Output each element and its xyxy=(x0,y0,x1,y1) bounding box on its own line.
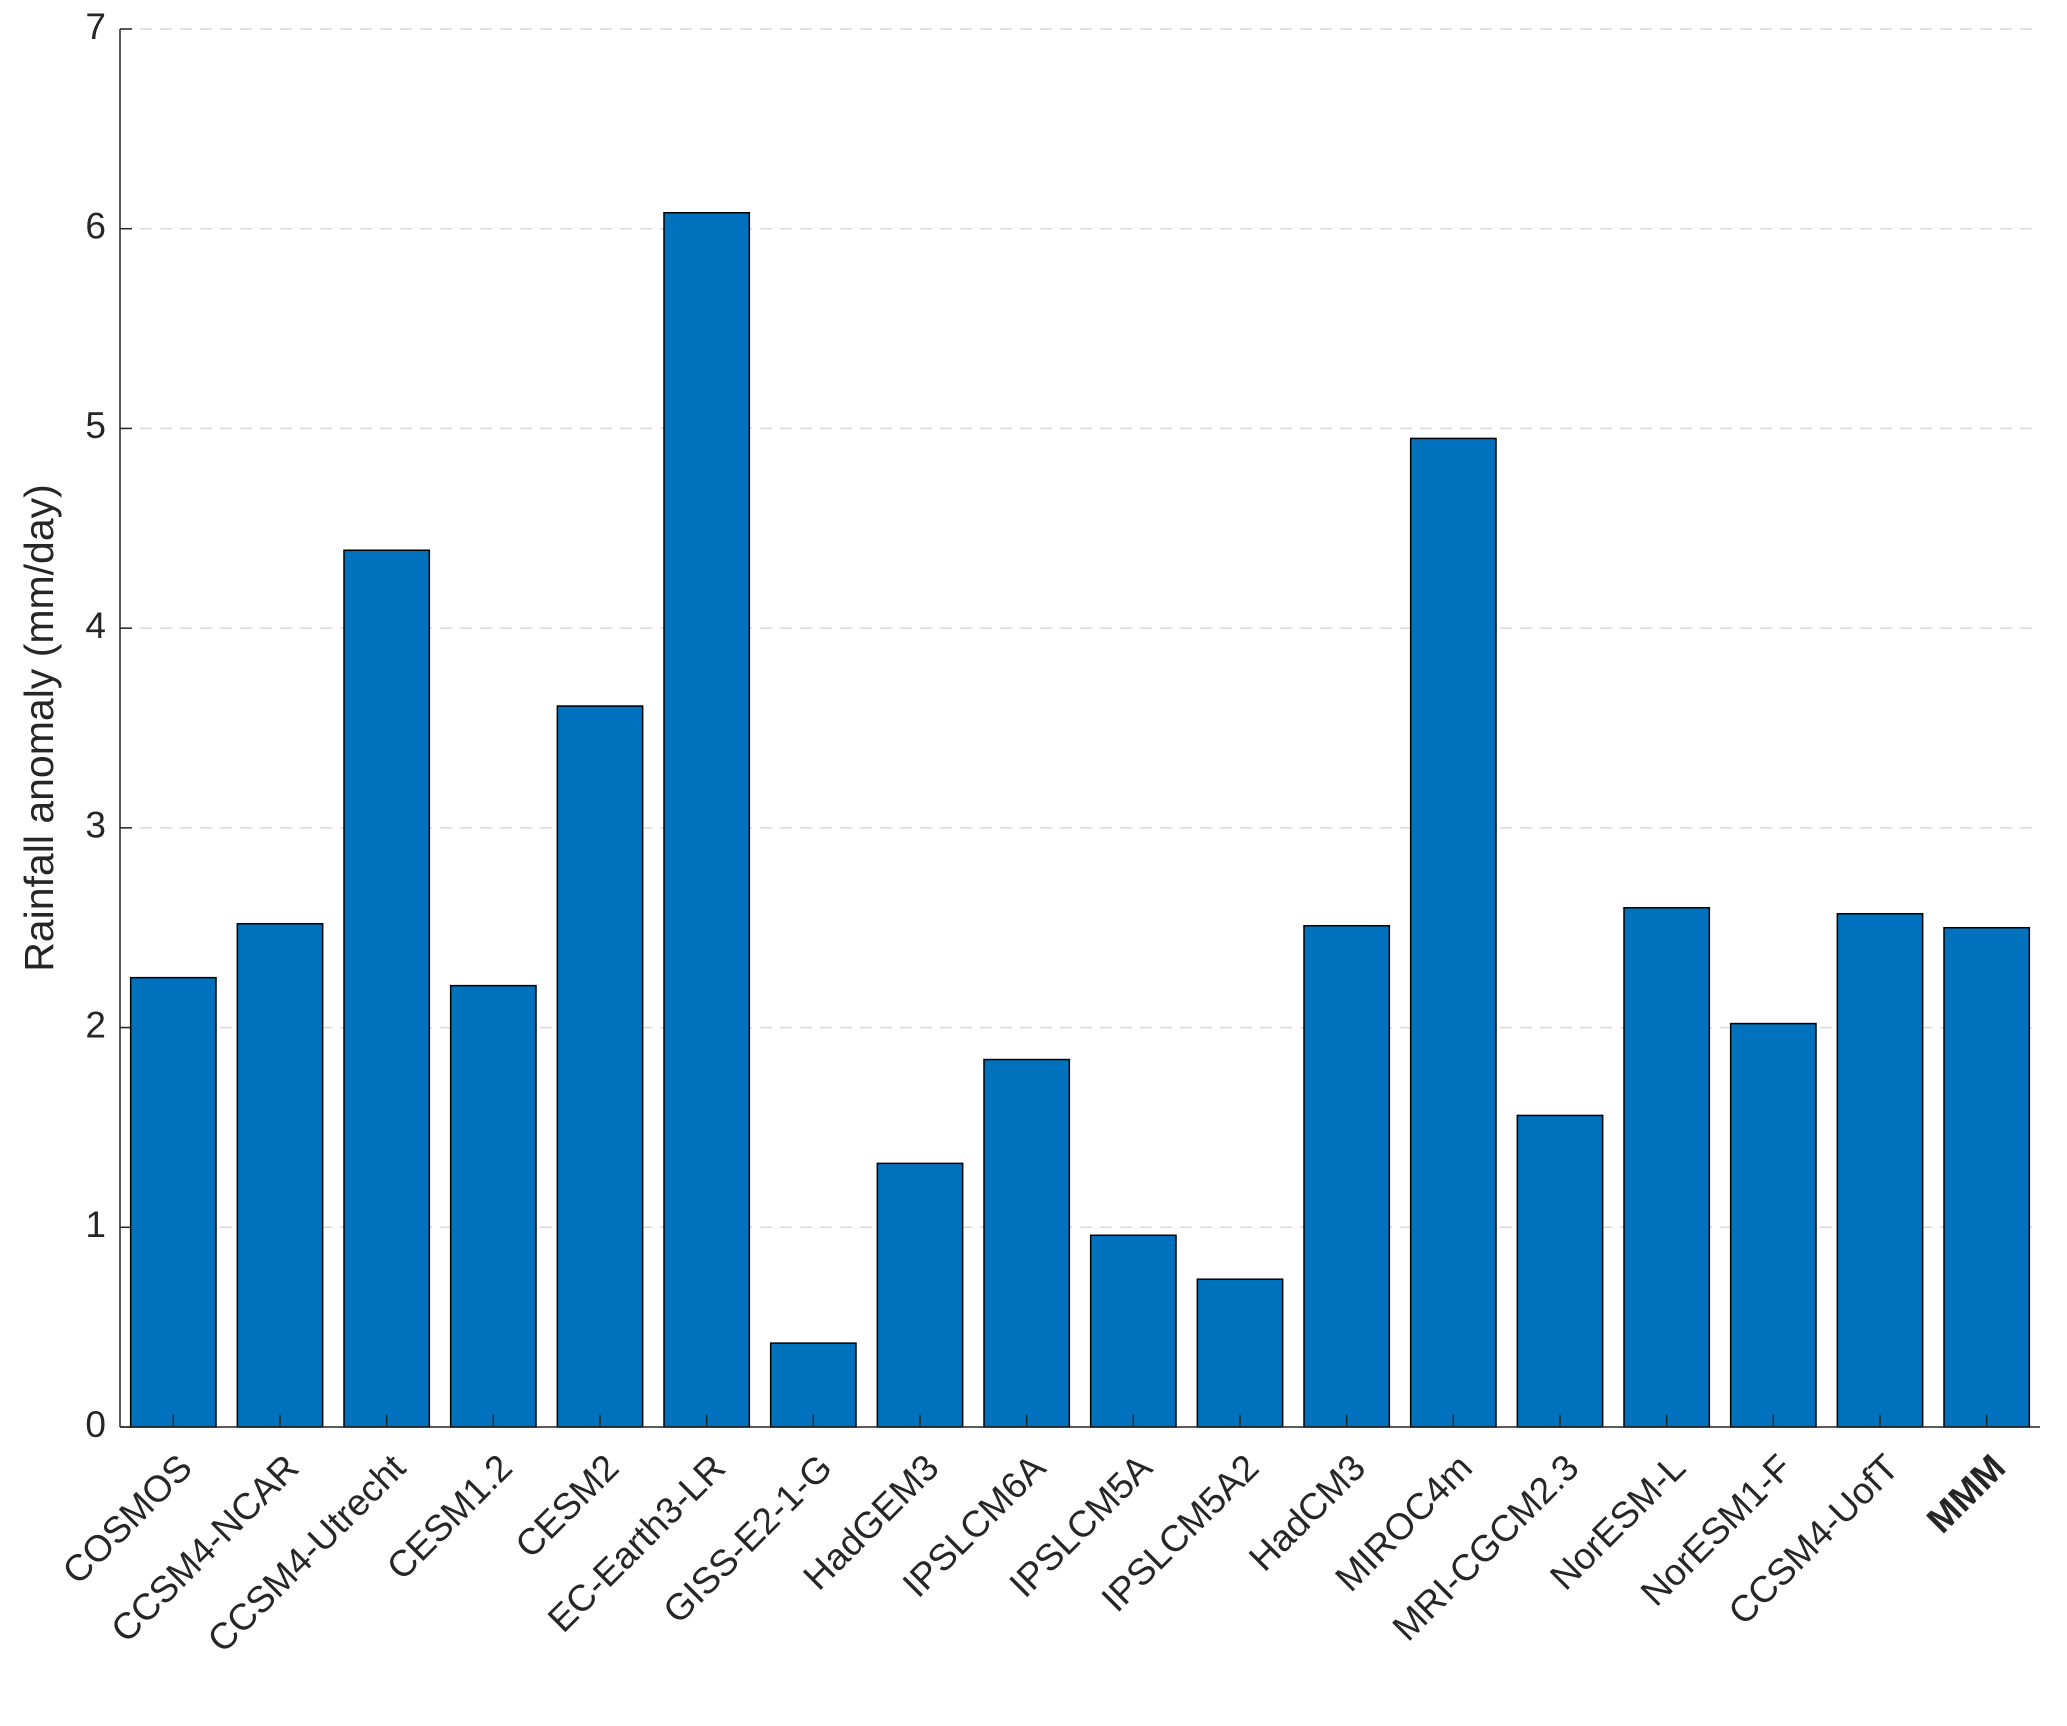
bar xyxy=(769,1342,857,1428)
x-tick-label: MRI-CGCM2.3 xyxy=(1385,1447,1587,1649)
bar xyxy=(449,984,537,1428)
bar xyxy=(556,705,644,1428)
y-axis-label: Rainfall anomaly (mm/day) xyxy=(16,484,62,972)
bar xyxy=(876,1162,964,1428)
y-tick-label: 3 xyxy=(85,805,106,846)
bar xyxy=(1196,1278,1284,1428)
bar xyxy=(1836,912,1924,1428)
y-tick-label: 1 xyxy=(85,1204,106,1245)
x-tick-label: CCSM4-NCAR xyxy=(103,1447,306,1650)
bar xyxy=(343,549,431,1428)
bar xyxy=(1516,1114,1604,1428)
bar xyxy=(236,922,324,1428)
y-tick-label: 2 xyxy=(85,1004,106,1045)
bar xyxy=(983,1058,1071,1428)
bar xyxy=(1303,924,1391,1428)
y-tick-label: 7 xyxy=(85,6,106,47)
y-tick-label: 0 xyxy=(85,1404,106,1445)
bar xyxy=(1623,906,1711,1428)
bar xyxy=(663,211,751,1428)
bar xyxy=(1089,1234,1177,1428)
bar xyxy=(1729,1022,1817,1428)
y-tick-label: 6 xyxy=(85,205,106,246)
bar xyxy=(1943,926,2031,1428)
bar xyxy=(1409,437,1497,1428)
x-tick-label: CCSM4-Utrecht xyxy=(200,1446,414,1660)
y-tick-label: 4 xyxy=(85,605,106,646)
x-tick-label: MMM xyxy=(1919,1447,2013,1541)
y-tick-label: 5 xyxy=(85,405,106,446)
bar xyxy=(129,976,217,1428)
